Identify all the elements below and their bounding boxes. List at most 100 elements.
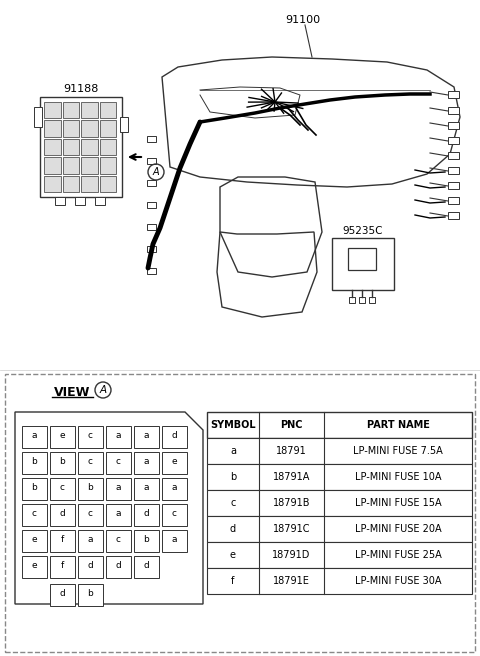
Bar <box>147 268 156 274</box>
Bar <box>62 139 79 155</box>
Text: c: c <box>88 432 93 440</box>
Bar <box>78 478 103 500</box>
Text: 18791B: 18791B <box>273 498 310 508</box>
Text: c: c <box>88 457 93 466</box>
Bar <box>134 530 159 552</box>
Text: 18791C: 18791C <box>273 524 310 534</box>
Bar <box>448 212 459 219</box>
Bar <box>78 426 103 448</box>
Bar <box>207 412 472 438</box>
Text: a: a <box>116 483 121 493</box>
Bar <box>207 568 472 594</box>
Text: a: a <box>230 446 236 456</box>
Bar <box>162 530 187 552</box>
Text: 18791A: 18791A <box>273 472 310 482</box>
Text: a: a <box>116 510 121 518</box>
Text: c: c <box>32 510 37 518</box>
Text: d: d <box>144 562 149 571</box>
Bar <box>81 139 97 155</box>
Text: A: A <box>99 385 107 395</box>
Bar <box>106 426 131 448</box>
Text: b: b <box>144 535 149 544</box>
Bar <box>448 122 459 129</box>
Bar <box>448 91 459 98</box>
Text: a: a <box>172 483 177 493</box>
Text: 18791: 18791 <box>276 446 307 456</box>
Bar <box>34 107 42 127</box>
Bar <box>78 504 103 526</box>
Bar <box>332 238 394 290</box>
Bar <box>369 297 375 303</box>
Bar <box>349 297 355 303</box>
Bar <box>78 556 103 578</box>
Text: d: d <box>60 510 65 518</box>
Bar <box>207 490 472 516</box>
Bar <box>44 121 60 137</box>
Text: c: c <box>172 510 177 518</box>
Bar <box>348 248 376 270</box>
Bar <box>62 176 79 192</box>
Bar <box>40 97 122 197</box>
Bar <box>81 176 97 192</box>
Text: d: d <box>230 524 236 534</box>
Bar <box>99 176 116 192</box>
Bar <box>134 556 159 578</box>
Bar <box>448 197 459 204</box>
Bar <box>106 556 131 578</box>
Bar <box>22 556 47 578</box>
Bar <box>95 197 105 205</box>
Bar <box>134 504 159 526</box>
Bar <box>448 137 459 144</box>
Bar <box>207 438 472 464</box>
Bar <box>44 176 60 192</box>
Bar <box>147 136 156 142</box>
Bar <box>147 224 156 230</box>
Bar <box>22 530 47 552</box>
Text: d: d <box>88 562 94 571</box>
Text: PNC: PNC <box>280 420 303 430</box>
Text: e: e <box>32 562 37 571</box>
Text: 18791E: 18791E <box>273 576 310 586</box>
Bar <box>162 504 187 526</box>
Bar <box>99 102 116 118</box>
Text: c: c <box>230 498 236 508</box>
Text: a: a <box>144 483 149 493</box>
Bar <box>448 167 459 174</box>
Bar <box>22 478 47 500</box>
Text: d: d <box>60 590 65 598</box>
Text: LP-MINI FUSE 25A: LP-MINI FUSE 25A <box>355 550 442 560</box>
Text: b: b <box>32 457 37 466</box>
Text: f: f <box>231 576 235 586</box>
Bar <box>50 556 75 578</box>
Text: e: e <box>172 457 177 466</box>
Text: A: A <box>153 167 159 177</box>
Text: b: b <box>88 483 94 493</box>
Text: b: b <box>32 483 37 493</box>
Bar <box>81 121 97 137</box>
Text: a: a <box>88 535 93 544</box>
Text: d: d <box>172 432 178 440</box>
Bar <box>106 530 131 552</box>
Bar <box>22 426 47 448</box>
Bar <box>99 121 116 137</box>
Bar <box>55 197 65 205</box>
Bar <box>78 452 103 474</box>
Text: e: e <box>230 550 236 560</box>
Bar <box>207 516 472 542</box>
Bar <box>106 504 131 526</box>
Bar <box>99 139 116 155</box>
Bar <box>50 530 75 552</box>
Text: 91188: 91188 <box>63 84 99 94</box>
Text: LP-MINI FUSE 15A: LP-MINI FUSE 15A <box>355 498 441 508</box>
Text: a: a <box>32 432 37 440</box>
Text: LP-MINI FUSE 20A: LP-MINI FUSE 20A <box>355 524 441 534</box>
Text: b: b <box>230 472 236 482</box>
Bar <box>81 102 97 118</box>
Bar <box>448 107 459 114</box>
Bar <box>162 478 187 500</box>
Text: LP-MINI FUSE 7.5A: LP-MINI FUSE 7.5A <box>353 446 443 456</box>
Text: e: e <box>60 432 65 440</box>
Text: VIEW: VIEW <box>54 386 90 398</box>
Text: c: c <box>88 510 93 518</box>
Bar <box>120 117 128 132</box>
